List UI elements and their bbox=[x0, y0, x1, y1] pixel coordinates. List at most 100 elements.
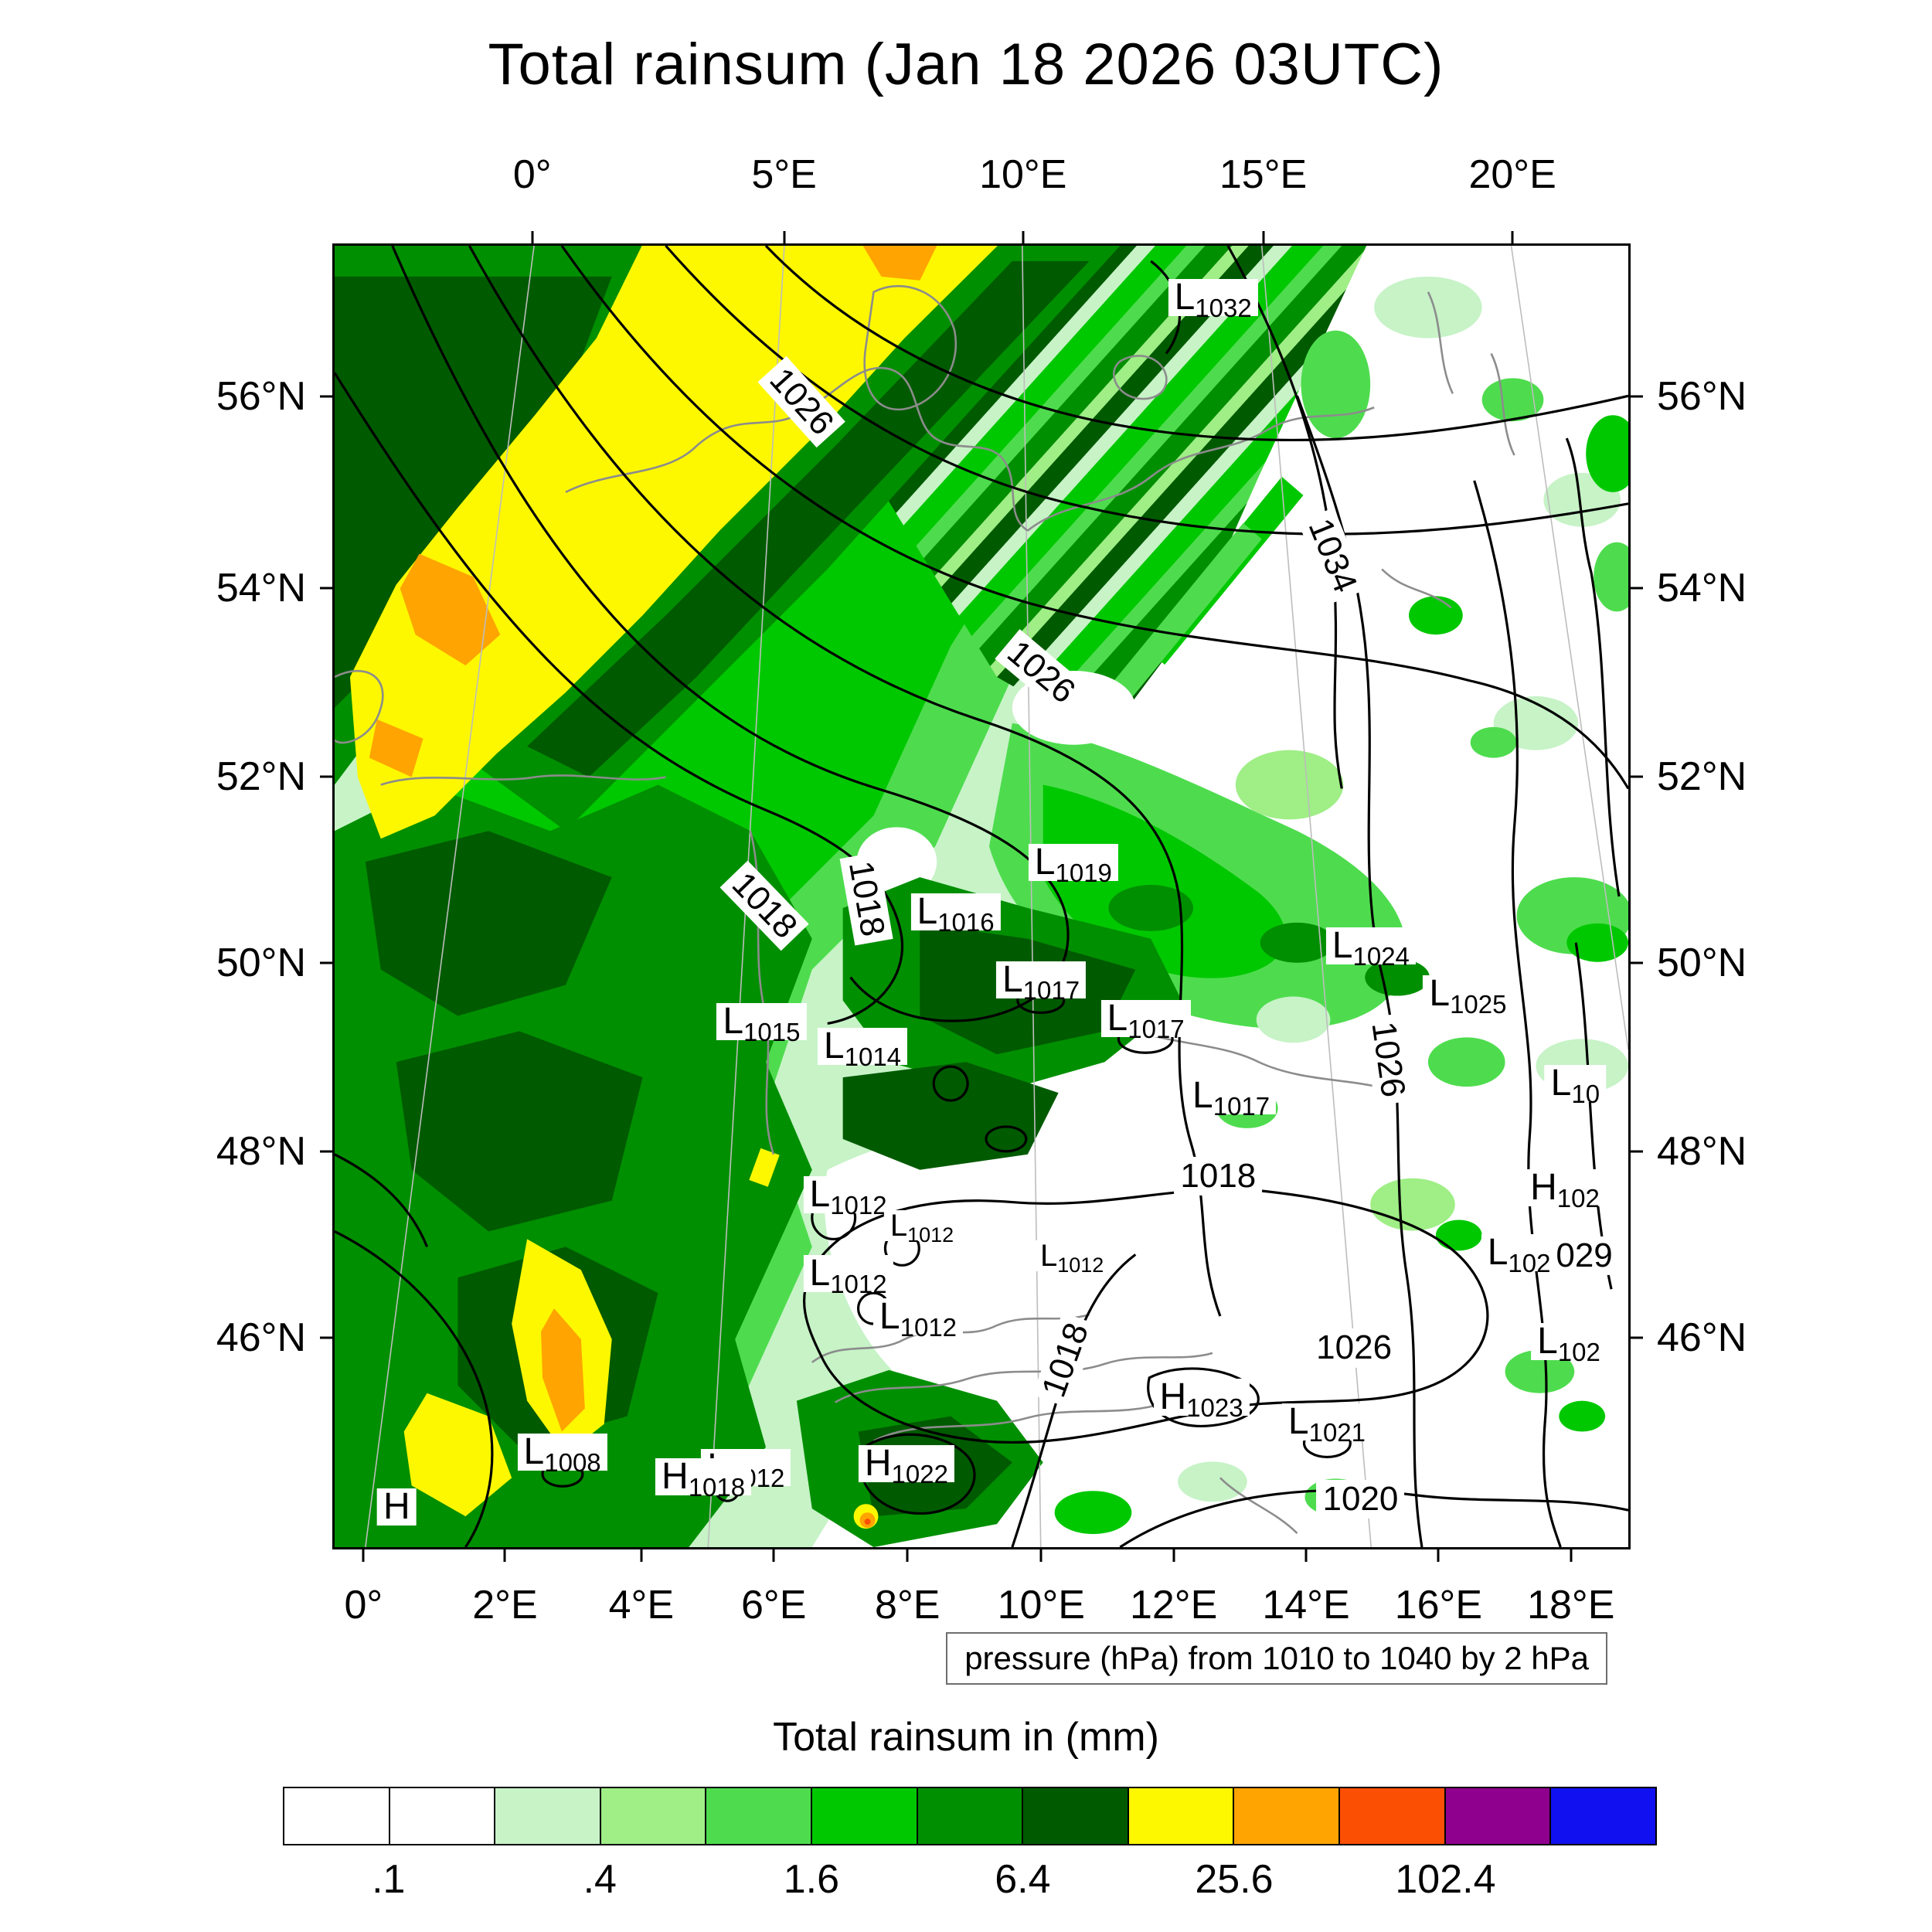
pressure-center-label: L1014 bbox=[817, 1027, 908, 1070]
pressure-center-label: L1025 bbox=[1423, 975, 1513, 1017]
pressure-center-label: L102 bbox=[1531, 1322, 1607, 1365]
contour-label: 1026 bbox=[1362, 1012, 1413, 1106]
colorbar-cell bbox=[389, 1787, 496, 1845]
tick-mark-top bbox=[1262, 231, 1265, 243]
colorbar-cell bbox=[1023, 1787, 1129, 1845]
axis-label-bottom: 2°E bbox=[472, 1583, 538, 1628]
pressure-center-label: L1012 bbox=[803, 1175, 893, 1218]
colorbar-cell bbox=[1234, 1787, 1341, 1845]
tick-mark-top bbox=[531, 231, 534, 243]
axis-label-top: 0° bbox=[512, 152, 552, 197]
axis-label-left: 56°N bbox=[216, 373, 306, 419]
map-graphic bbox=[335, 246, 1628, 1547]
tick-mark-bottom bbox=[1437, 1549, 1440, 1562]
axis-label-bottom: 4°E bbox=[608, 1583, 675, 1628]
contour-label: 1018 bbox=[719, 860, 809, 951]
axis-label-left: 54°N bbox=[216, 566, 306, 611]
tick-mark-right bbox=[1631, 775, 1643, 778]
tick-mark-bottom bbox=[1172, 1549, 1175, 1562]
tick-mark-right bbox=[1631, 1150, 1643, 1153]
colorbar-cell bbox=[1128, 1787, 1235, 1845]
contour-label: 1020 bbox=[1316, 1479, 1405, 1519]
contour-label: 1018 bbox=[1032, 1311, 1099, 1408]
colorbar-tick-label: 25.6 bbox=[1195, 1857, 1274, 1902]
colorbar-cell bbox=[600, 1787, 707, 1845]
axis-label-left: 50°N bbox=[216, 940, 306, 986]
tick-mark-bottom bbox=[640, 1549, 643, 1562]
page-title: Total rainsum (Jan 18 2026 03UTC) bbox=[488, 32, 1444, 97]
axis-bottom: 0° 2°E 4°E 6°E 8°E 10°E 12°E 14°E 16°E 18°E bbox=[332, 1549, 1631, 1642]
axis-top: 0° 5°E 10°E 15°E 20°E bbox=[332, 147, 1631, 243]
pressure-center-label: L1012 bbox=[883, 1210, 961, 1246]
axis-label-bottom: 8°E bbox=[875, 1583, 940, 1628]
axis-label-right: 52°N bbox=[1657, 753, 1747, 799]
pressure-center-label: L1017 bbox=[1100, 1000, 1191, 1042]
axis-label-left: 46°N bbox=[216, 1315, 306, 1361]
colorbar-cell bbox=[495, 1787, 601, 1845]
tick-mark-top bbox=[1022, 231, 1025, 243]
contour-label: 1026 bbox=[995, 629, 1087, 716]
colorbar bbox=[283, 1787, 1657, 1845]
axis-label-right: 48°N bbox=[1657, 1128, 1747, 1174]
axis-label-left: 48°N bbox=[216, 1128, 306, 1174]
axis-label-top: 20°E bbox=[1468, 152, 1556, 197]
pressure-center-label: L1024 bbox=[1325, 927, 1416, 969]
tick-mark-left bbox=[320, 587, 332, 590]
contour-label: 1034 bbox=[1298, 507, 1367, 604]
pressure-center-label: L1017 bbox=[995, 961, 1087, 1003]
pressure-caption: pressure (hPa) from 1010 to 1040 by 2 hP… bbox=[946, 1632, 1607, 1685]
contour-label: 1026 bbox=[1310, 1328, 1399, 1368]
tick-mark-bottom bbox=[362, 1549, 365, 1562]
axis-label-bottom: 0° bbox=[344, 1583, 383, 1628]
tick-mark-right bbox=[1631, 587, 1643, 590]
tick-mark-right bbox=[1631, 961, 1643, 964]
colorbar-cell bbox=[917, 1787, 1024, 1845]
axis-label-right: 56°N bbox=[1657, 373, 1747, 419]
tick-mark-right bbox=[1631, 1336, 1643, 1339]
axis-label-bottom: 12°E bbox=[1129, 1583, 1218, 1628]
pressure-center-label: L1019 bbox=[1028, 844, 1118, 886]
colorbar-cell bbox=[1445, 1787, 1552, 1845]
axis-label-bottom: 14°E bbox=[1262, 1583, 1350, 1628]
colorbar-cell bbox=[812, 1787, 918, 1845]
pressure-center-label: L1012 bbox=[872, 1298, 964, 1340]
tick-mark-left bbox=[320, 961, 332, 964]
axis-left: 56°N 54°N 52°N 50°N 48°N 46°N bbox=[143, 243, 332, 1549]
tick-mark-left bbox=[320, 1150, 332, 1153]
axis-label-left: 52°N bbox=[216, 753, 306, 799]
tick-mark-top bbox=[783, 231, 786, 243]
tick-mark-bottom bbox=[906, 1549, 909, 1562]
colorbar-cell bbox=[706, 1787, 813, 1845]
axis-right: 56°N 54°N 52°N 50°N 48°N 46°N bbox=[1631, 243, 1820, 1549]
colorbar-tick-label: 102.4 bbox=[1395, 1857, 1496, 1902]
pressure-center-label: H bbox=[377, 1488, 417, 1526]
tick-mark-left bbox=[320, 775, 332, 778]
colorbar-tick-label: 1.6 bbox=[783, 1857, 839, 1902]
pressure-center-label: H1023 bbox=[1153, 1379, 1250, 1420]
contour-label: 1018 bbox=[1174, 1156, 1263, 1196]
tick-mark-bottom bbox=[1570, 1549, 1573, 1562]
pressure-center-label: L1015 bbox=[716, 1002, 807, 1045]
tick-mark-left bbox=[320, 395, 332, 398]
map-area: L1032 1026 1034 1026 L1019 L1016 1018 1018 L1024… bbox=[332, 243, 1631, 1549]
pressure-center-label: L1032 bbox=[1168, 279, 1258, 321]
pressure-center-label: L1016 bbox=[910, 893, 1001, 935]
axis-label-right: 46°N bbox=[1657, 1315, 1747, 1361]
axis-label-right: 50°N bbox=[1657, 940, 1747, 986]
tick-mark-right bbox=[1631, 395, 1643, 398]
colorbar-labels: .1 .4 1.6 6.4 25.6 102.4 bbox=[283, 1856, 1657, 1910]
pressure-center-label: L1017 bbox=[1186, 1077, 1277, 1119]
axis-label-top: 5°E bbox=[751, 152, 817, 197]
tick-mark-left bbox=[320, 1336, 332, 1339]
colorbar-cell bbox=[1340, 1787, 1446, 1845]
axis-label-bottom: 16°E bbox=[1394, 1583, 1483, 1628]
contour-label: 1026 bbox=[757, 355, 846, 448]
pressure-center-label: H1022 bbox=[858, 1445, 954, 1487]
tick-mark-bottom bbox=[772, 1549, 775, 1562]
colorbar-title: Total rainsum in (mm) bbox=[773, 1715, 1159, 1760]
colorbar-tick-label: 6.4 bbox=[995, 1857, 1051, 1902]
axis-label-top: 10°E bbox=[979, 152, 1067, 197]
contour-label: 1018 bbox=[839, 852, 893, 946]
contour-label: 029 bbox=[1549, 1236, 1619, 1275]
